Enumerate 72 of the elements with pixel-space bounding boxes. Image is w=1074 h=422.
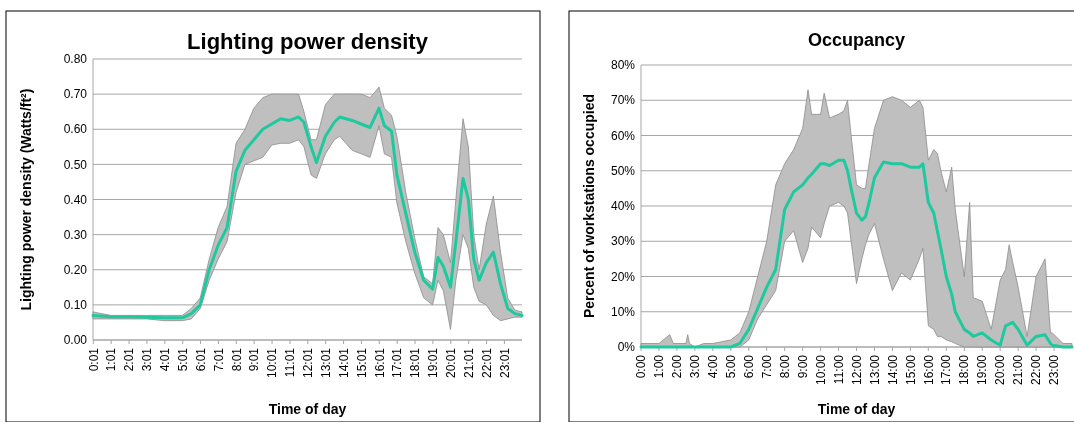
y-axis-title: Percent of workstations occupied	[580, 93, 597, 319]
y-tick-label: 0.20	[63, 262, 88, 277]
x-tick-label: 22:01	[479, 347, 494, 379]
x-tick-label: 2:00	[670, 354, 685, 379]
chart-title: Lighting power density	[187, 29, 429, 54]
y-tick-label: 0.50	[63, 157, 88, 172]
x-tick-label: 15:00	[903, 354, 918, 386]
x-tick-label: 6:01	[193, 347, 208, 372]
chart-title: Occupancy	[807, 30, 906, 50]
y-tick-label: 0.40	[63, 192, 88, 207]
y-tick-label: 0.30	[63, 227, 88, 242]
x-tick-label: 13:01	[318, 347, 333, 379]
x-tick-label: 18:01	[408, 347, 423, 379]
x-tick-label: 9:01	[247, 347, 262, 372]
x-tick-label: 0:00	[634, 354, 649, 379]
y-tick-label: 0.70	[63, 87, 88, 102]
y-axis-title: Lighting power density (Watts/ft²)	[17, 88, 34, 311]
x-tick-label: 16:01	[372, 347, 387, 379]
x-tick-label: 12:00	[849, 354, 864, 386]
x-tick-label: 3:01	[140, 347, 155, 372]
x-tick-label: 7:00	[759, 354, 774, 379]
y-tick-label: 0.60	[63, 122, 88, 137]
x-tick-label: 14:01	[336, 347, 351, 379]
x-tick-label: 2:01	[122, 347, 137, 372]
x-tick-label: 8:01	[229, 347, 244, 372]
y-tick-label: 10%	[610, 304, 636, 319]
x-tick-label: 21:01	[461, 347, 476, 379]
x-tick-label: 11:01	[283, 347, 298, 378]
x-tick-label: 6:00	[741, 354, 756, 379]
x-tick-label: 21:00	[1011, 354, 1026, 386]
x-tick-label: 1:00	[652, 354, 667, 379]
x-tick-label: 16:00	[921, 354, 936, 386]
x-tick-label: 9:00	[795, 354, 810, 379]
x-tick-label: 22:00	[1029, 354, 1044, 386]
x-tick-label: 17:01	[390, 347, 405, 379]
x-tick-label: 4:01	[158, 347, 172, 372]
x-axis-title: Time of day	[817, 401, 896, 417]
x-tick-label: 0:01	[86, 347, 101, 372]
y-tick-label: 60%	[610, 128, 636, 143]
y-tick-label: 50%	[610, 163, 636, 178]
y-tick-label: 40%	[610, 199, 636, 214]
x-tick-label: 19:01	[426, 347, 441, 379]
x-axis-title: Time of day	[268, 401, 347, 417]
x-tick-label: 3:00	[688, 354, 703, 379]
x-tick-label: 23:00	[1047, 354, 1062, 386]
x-tick-label: 10:01	[265, 347, 280, 379]
x-tick-label: 10:00	[813, 354, 828, 386]
x-tick-label: 20:00	[993, 354, 1008, 386]
y-tick-label: 0.00	[63, 333, 88, 348]
y-tick-label: 70%	[610, 93, 636, 108]
x-tick-label: 12:01	[301, 347, 315, 379]
x-tick-label: 15:01	[354, 347, 369, 379]
x-tick-label: 20:01	[444, 347, 458, 379]
y-tick-label: 0%	[617, 340, 636, 355]
x-tick-label: 17:00	[939, 354, 954, 386]
x-tick-label: 19:00	[975, 354, 990, 386]
x-tick-label: 5:01	[175, 347, 190, 372]
x-tick-label: 18:00	[957, 354, 972, 386]
y-tick-label: 0.80	[63, 52, 88, 67]
x-tick-label: 1:01	[104, 347, 119, 372]
x-tick-label: 5:00	[723, 354, 738, 379]
y-tick-label: 20%	[610, 269, 636, 284]
x-tick-label: 14:00	[885, 354, 900, 386]
x-tick-label: 8:00	[777, 354, 792, 379]
x-tick-label: 13:00	[867, 354, 882, 386]
x-tick-label: 4:00	[706, 354, 721, 379]
x-tick-label: 11:00	[831, 354, 846, 385]
x-tick-label: 23:01	[497, 347, 512, 379]
y-tick-label: 0.10	[63, 298, 88, 313]
y-tick-label: 30%	[610, 234, 636, 249]
y-tick-label: 80%	[610, 58, 636, 73]
x-tick-label: 7:01	[211, 347, 226, 372]
